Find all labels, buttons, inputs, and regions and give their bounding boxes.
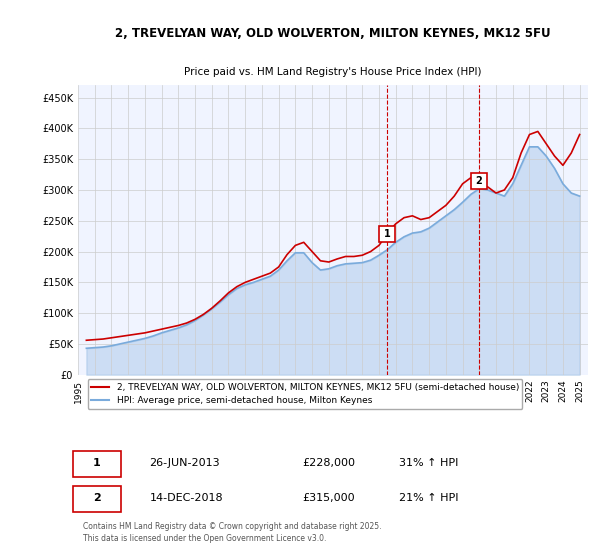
Text: 1: 1 [383, 229, 391, 239]
FancyBboxPatch shape [73, 486, 121, 512]
Legend: 2, TREVELYAN WAY, OLD WOLVERTON, MILTON KEYNES, MK12 5FU (semi-detached house), : 2, TREVELYAN WAY, OLD WOLVERTON, MILTON … [88, 379, 523, 409]
FancyBboxPatch shape [73, 451, 121, 477]
Text: 21% ↑ HPI: 21% ↑ HPI [400, 493, 459, 503]
Text: 2: 2 [475, 176, 482, 186]
Text: 2: 2 [93, 493, 101, 503]
Text: 1: 1 [93, 458, 101, 468]
Text: 26-JUN-2013: 26-JUN-2013 [149, 458, 220, 468]
Text: 2, TREVELYAN WAY, OLD WOLVERTON, MILTON KEYNES, MK12 5FU: 2, TREVELYAN WAY, OLD WOLVERTON, MILTON … [115, 27, 551, 40]
Text: £315,000: £315,000 [302, 493, 355, 503]
Text: £228,000: £228,000 [302, 458, 355, 468]
Text: 14-DEC-2018: 14-DEC-2018 [149, 493, 223, 503]
Text: Price paid vs. HM Land Registry's House Price Index (HPI): Price paid vs. HM Land Registry's House … [184, 67, 482, 77]
Text: 31% ↑ HPI: 31% ↑ HPI [400, 458, 458, 468]
Text: Contains HM Land Registry data © Crown copyright and database right 2025.
This d: Contains HM Land Registry data © Crown c… [83, 522, 382, 543]
